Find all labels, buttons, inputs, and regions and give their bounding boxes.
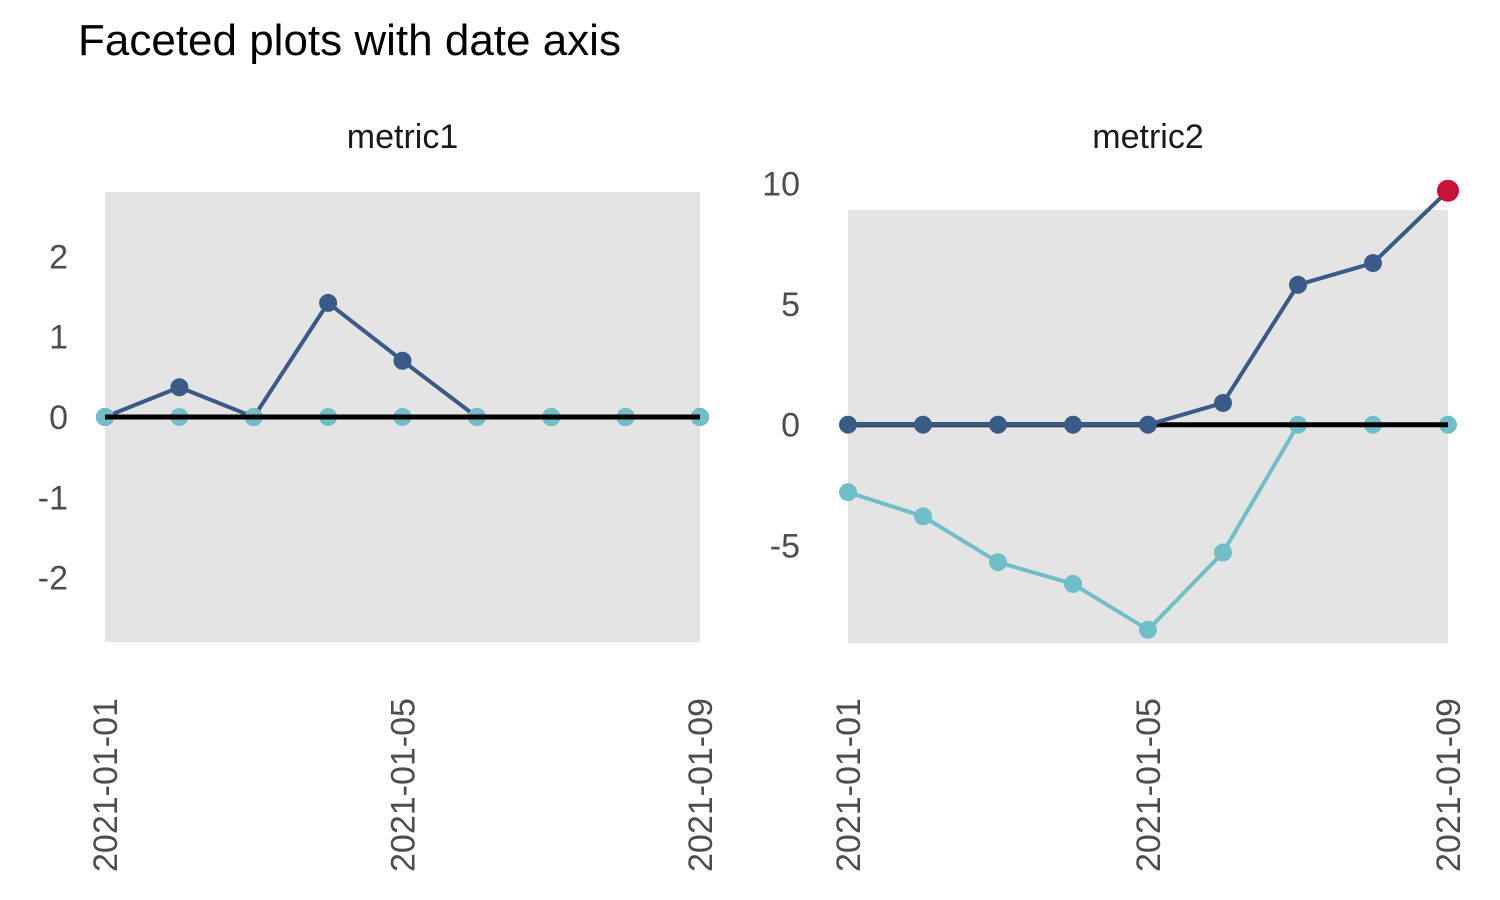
navy-series-point bbox=[1064, 415, 1082, 434]
navy-series-point bbox=[839, 415, 857, 434]
highlight-point-red bbox=[1437, 179, 1459, 202]
teal-series-point bbox=[914, 507, 932, 526]
x-tick-label: 2021-01-05 bbox=[1130, 698, 1168, 872]
navy-series-point bbox=[319, 293, 338, 312]
navy-series-point bbox=[393, 351, 412, 370]
teal-series-point bbox=[989, 553, 1007, 572]
teal-series-point bbox=[839, 483, 857, 502]
facet-title: metric2 bbox=[1092, 118, 1203, 156]
teal-series-point bbox=[1139, 620, 1157, 639]
y-tick-label: 2 bbox=[49, 238, 68, 276]
x-tick-label: 2021-01-01 bbox=[87, 698, 125, 872]
navy-series-point bbox=[914, 415, 932, 434]
teal-series-point bbox=[1214, 543, 1232, 562]
x-tick-label: 2021-01-01 bbox=[830, 698, 868, 872]
teal-series-point bbox=[1064, 574, 1082, 593]
navy-series-point bbox=[1364, 254, 1382, 273]
x-tick-label: 2021-01-05 bbox=[385, 698, 423, 872]
y-tick-label: 1 bbox=[49, 319, 68, 357]
y-tick-label: 0 bbox=[49, 399, 68, 437]
y-tick-label: 5 bbox=[781, 286, 800, 324]
navy-series-point bbox=[1214, 393, 1232, 412]
y-tick-label: 0 bbox=[781, 407, 800, 445]
navy-series-point bbox=[170, 378, 189, 397]
y-tick-label: -2 bbox=[38, 560, 68, 598]
navy-series-point bbox=[989, 415, 1007, 434]
y-tick-label: 10 bbox=[762, 165, 800, 203]
x-tick-label: 2021-01-09 bbox=[1430, 698, 1468, 872]
y-tick-label: -1 bbox=[38, 479, 68, 517]
navy-series-point bbox=[1139, 415, 1157, 434]
x-tick-label: 2021-01-09 bbox=[682, 698, 720, 872]
facet-title: metric1 bbox=[347, 118, 458, 156]
chart-title: Faceted plots with date axis bbox=[78, 16, 621, 65]
y-tick-label: -5 bbox=[770, 527, 800, 565]
navy-series-point bbox=[1289, 275, 1307, 294]
